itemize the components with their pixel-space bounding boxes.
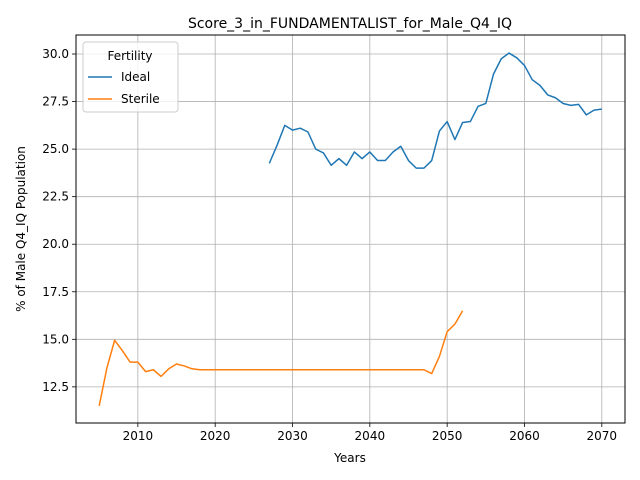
legend-entries: Ideal Sterile bbox=[88, 70, 160, 106]
x-tick-label: 2040 bbox=[355, 429, 386, 443]
y-tick-label: 22.5 bbox=[42, 190, 69, 204]
x-axis-label: Years bbox=[333, 451, 366, 465]
y-tick-label: 15.0 bbox=[42, 332, 69, 346]
legend-label-sterile: Sterile bbox=[121, 92, 160, 106]
legend-title: Fertility bbox=[107, 49, 152, 63]
series-lines bbox=[98, 52, 602, 407]
legend: Fertility Ideal Sterile bbox=[82, 41, 179, 113]
y-tick-label: 30.0 bbox=[42, 47, 69, 61]
axis-ticks: 2010 2020 2030 2040 2050 2060 2070 12.5 15.0 17.5… bbox=[42, 47, 617, 443]
x-tick-label: 2020 bbox=[200, 429, 231, 443]
x-tick-label: 2050 bbox=[432, 429, 463, 443]
legend-label-ideal: Ideal bbox=[121, 70, 150, 84]
y-tick-label: 27.5 bbox=[42, 95, 69, 109]
y-axis-label: % of Male Q4_IQ Population bbox=[14, 146, 28, 312]
series-line-ideal bbox=[268, 52, 602, 169]
chart-title: Score_3_in_FUNDAMENTALIST_for_Male_Q4_IQ bbox=[188, 16, 512, 32]
series-line-sterile bbox=[98, 310, 464, 407]
y-tick-label: 12.5 bbox=[42, 380, 69, 394]
y-tick-label: 17.5 bbox=[42, 285, 69, 299]
x-tick-label: 2060 bbox=[509, 429, 540, 443]
y-tick-label: 25.0 bbox=[42, 142, 69, 156]
plot-frame bbox=[75, 34, 626, 424]
x-tick-label: 2010 bbox=[123, 429, 154, 443]
legend-box bbox=[82, 41, 179, 113]
grid bbox=[76, 35, 625, 423]
y-tick-label: 20.0 bbox=[42, 237, 69, 251]
x-tick-label: 2030 bbox=[277, 429, 308, 443]
x-tick-label: 2070 bbox=[587, 429, 618, 443]
